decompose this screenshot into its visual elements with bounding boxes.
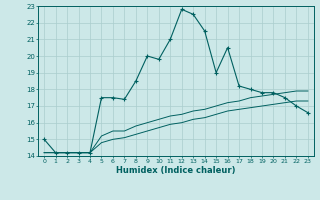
X-axis label: Humidex (Indice chaleur): Humidex (Indice chaleur) bbox=[116, 166, 236, 175]
